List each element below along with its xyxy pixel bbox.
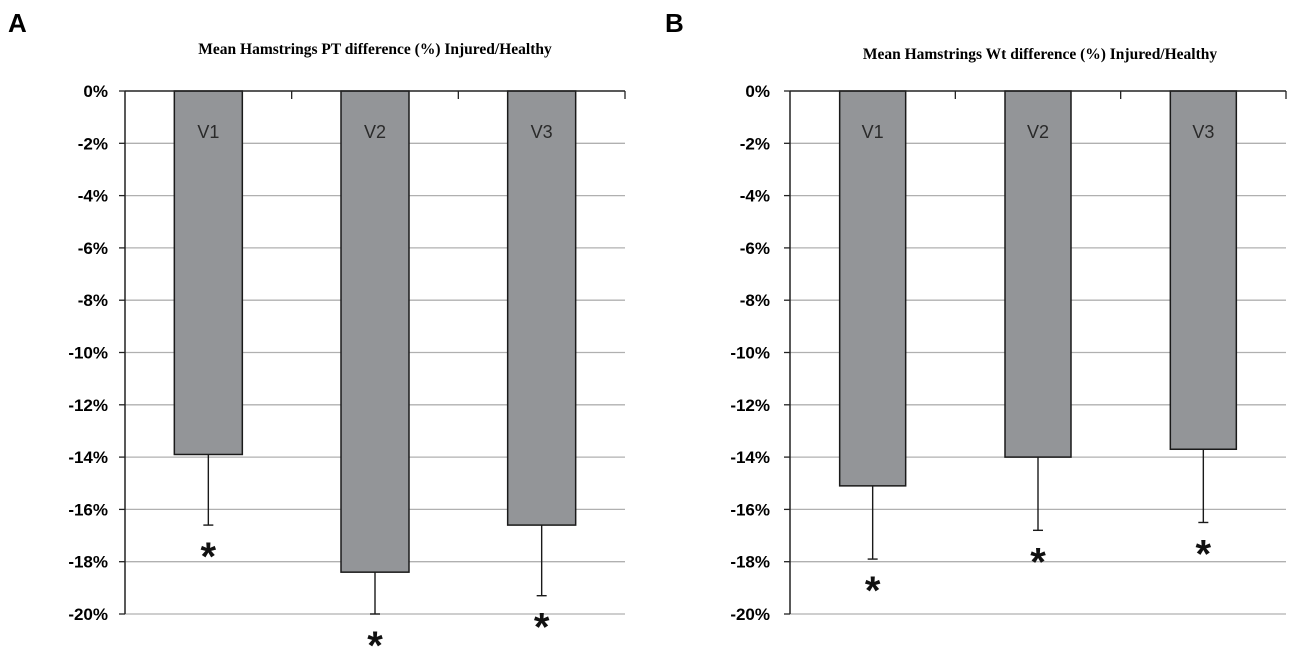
y-tick-label: -8% (78, 291, 108, 310)
y-tick-label: -6% (740, 239, 770, 258)
bar-category-label: V1 (862, 122, 884, 142)
significance-marker: * (1030, 540, 1046, 584)
y-tick-label: -14% (730, 448, 770, 467)
y-tick-label: -20% (68, 605, 108, 624)
bar (1004, 90, 1072, 458)
panel-b-letter: B (665, 8, 684, 38)
significance-marker: * (201, 535, 217, 579)
panel-a-plot-area: 0% -2% -4% -6% -8% -10% -12% -14% -16% -18% -20% V1… (68, 82, 626, 649)
bar-category-label: V2 (364, 122, 386, 142)
panel-b-chart: B Mean Hamstrings Wt difference (%) Inju… (665, 8, 1287, 624)
panel-a-chart: A Mean Hamstrings PT difference (%) Inju… (8, 8, 626, 649)
significance-marker: * (534, 606, 550, 649)
y-tick-label: 0% (745, 82, 770, 101)
y-tick-label: -4% (78, 187, 108, 206)
y-tick-label: 0% (83, 82, 108, 101)
significance-marker: * (1196, 532, 1212, 576)
y-tick-label: -2% (740, 134, 770, 153)
significance-marker: * (865, 569, 881, 613)
y-tick-label: -16% (730, 500, 770, 519)
y-tick-label: -10% (68, 344, 108, 363)
bar-category-label: V1 (197, 122, 219, 142)
y-tick-label: -2% (78, 134, 108, 153)
y-tick-label: -6% (78, 239, 108, 258)
y-tick-label: -18% (68, 553, 108, 572)
y-tick-label: -16% (68, 500, 108, 519)
y-tick-label: -18% (730, 553, 770, 572)
y-tick-label: -8% (740, 291, 770, 310)
panel-a-title: Mean Hamstrings PT difference (%) Injure… (198, 41, 552, 58)
y-tick-label: -4% (740, 187, 770, 206)
significance-marker: * (367, 624, 383, 649)
bar (506, 90, 577, 526)
panel-b-plot-area: 0% -2% -4% -6% -8% -10% -12% -14% -16% -18% -20% V1… (730, 82, 1287, 624)
bar (173, 90, 244, 456)
bar-category-label: V2 (1027, 122, 1049, 142)
y-tick-label: -10% (730, 344, 770, 363)
bar-category-label: V3 (1192, 122, 1214, 142)
bar-category-label: V3 (531, 122, 553, 142)
bar (1169, 90, 1238, 451)
y-tick-label: -12% (730, 396, 770, 415)
y-tick-label: -12% (68, 396, 108, 415)
y-tick-label: -14% (68, 448, 108, 467)
panel-a-letter: A (8, 8, 27, 38)
panel-b-title: Mean Hamstrings Wt difference (%) Injure… (863, 46, 1218, 63)
bar (340, 90, 410, 573)
y-tick-label: -20% (730, 605, 770, 624)
bar (838, 90, 907, 487)
